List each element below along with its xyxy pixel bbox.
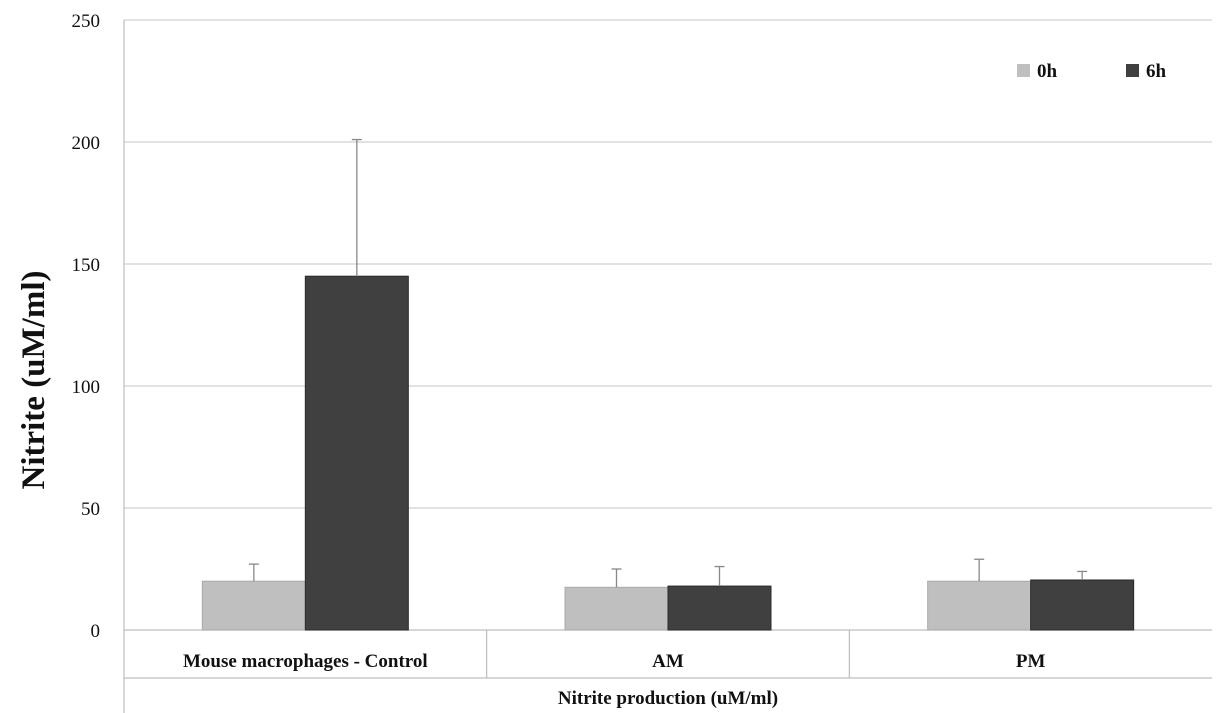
gridlines [124,19,1212,509]
bar-0h [927,580,1032,631]
legend-label-0h: 0h [1037,61,1058,82]
category-label: PM [1016,651,1046,672]
y-axis-title: Nitrite (uM/ml) [16,271,52,490]
y-tick-label: 0 [91,621,101,642]
y-tick-label: 250 [72,11,101,32]
bar-6h [667,585,772,631]
bar-0h [564,586,669,631]
x-axis-title: Nitrite production (uM/ml) [558,688,778,709]
category-label: AM [652,651,684,672]
bars [201,275,1135,631]
legend-swatch-0h [1017,64,1030,77]
error-bars [248,138,1088,588]
bar-6h [304,275,409,631]
legend: 0h 6h [1017,61,1167,82]
y-tick-label: 50 [81,499,100,520]
legend-label-6h: 6h [1146,61,1167,82]
y-tick-label: 100 [72,377,101,398]
y-tick-labels: 0 50 100 150 200 250 [72,11,101,642]
y-tick-label: 200 [72,133,101,154]
bar-0h [201,580,306,631]
y-tick-label: 150 [72,255,101,276]
category-label: Mouse macrophages - Control [183,651,428,672]
legend-swatch-6h [1126,64,1139,77]
bar-6h [1030,579,1135,631]
category-labels: Mouse macrophages - Control AM PM [183,651,1046,672]
